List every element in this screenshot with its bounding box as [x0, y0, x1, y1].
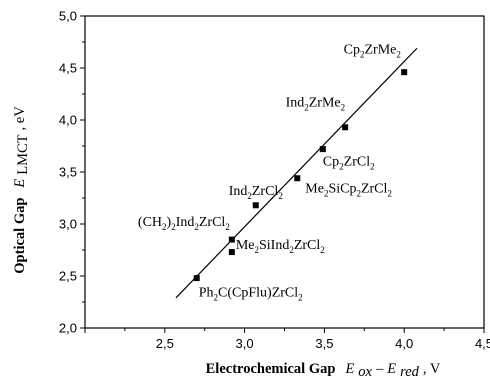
data-point — [342, 124, 349, 131]
point-label: Ind2ZrMe2 — [286, 95, 346, 112]
data-point — [294, 175, 301, 182]
y-tick-label: 4,0 — [59, 113, 77, 128]
point-label: Ph2C(CpFlu)ZrCl2 — [199, 285, 303, 302]
data-point — [252, 202, 259, 209]
y-tick-label: 3,5 — [59, 165, 77, 180]
y-tick-label: 4,5 — [59, 61, 77, 76]
data-point — [401, 69, 408, 76]
data-point — [319, 146, 326, 153]
point-label: Me2SiCp2ZrCl2 — [305, 181, 392, 198]
fit-line-group — [175, 47, 418, 299]
y-tick-label: 2,0 — [59, 321, 77, 336]
x-tick-label: 2,5 — [156, 336, 174, 351]
x-tick-label: 3,5 — [315, 336, 333, 351]
y-tick-label: 2,5 — [59, 269, 77, 284]
data-point — [228, 249, 235, 256]
x-axis-title: Electrochemical Gap E ox – E red , V — [206, 360, 441, 379]
point-label: (CH2)2Ind2ZrCl2 — [138, 215, 230, 232]
annotations: Ph2C(CpFlu)ZrCl2 Me2SiInd2ZrCl2 (CH2)2Ind2… — [138, 42, 401, 302]
axes: 2,5 3,0 3,5 4,0 4,5 2,0 2,5 3,0 3,5 4,0 4,5 5,0 — [59, 9, 490, 352]
point-label: Ind2ZrCl2 — [229, 184, 283, 201]
plot-frame — [84, 15, 485, 329]
point-label: Cp2ZrMe2 — [344, 42, 401, 59]
data-point — [228, 236, 235, 243]
data-point — [193, 275, 200, 282]
svg-text:Electrochemical Gap E: Electrochemical Gap E ox – E red , V — [206, 360, 441, 379]
x-tick-label: 4,5 — [475, 336, 490, 351]
point-label: Cp2ZrCl2 — [323, 155, 375, 172]
y-tick-label: 5,0 — [59, 9, 77, 24]
data-points — [193, 69, 408, 282]
x-tick-label: 3,0 — [236, 336, 254, 351]
y-tick-label: 3,0 — [59, 217, 77, 232]
svg-text:Optical Gap E LMCT: Optical Gap E LMCT , eV — [11, 106, 31, 274]
fit-line — [175, 47, 418, 299]
point-label: Me2SiInd2ZrCl2 — [236, 238, 325, 255]
y-axis-title: Optical Gap E LMCT , eV — [11, 106, 31, 274]
x-tick-label: 4,0 — [395, 336, 413, 351]
